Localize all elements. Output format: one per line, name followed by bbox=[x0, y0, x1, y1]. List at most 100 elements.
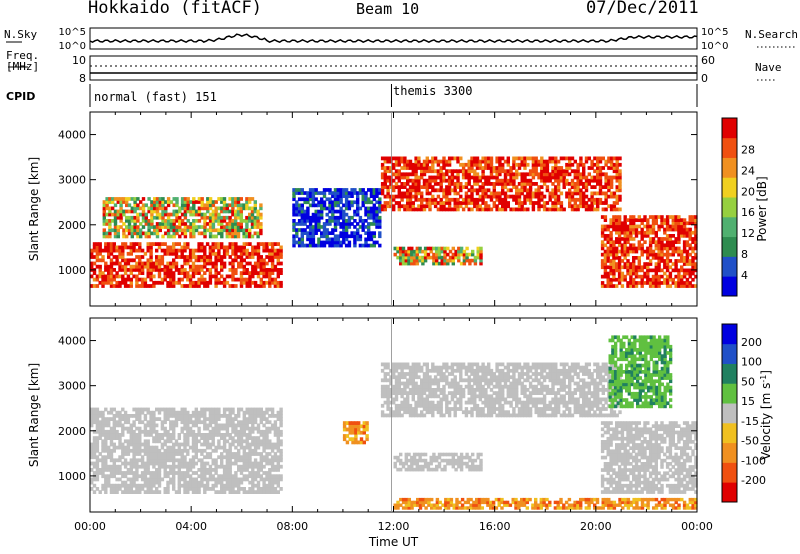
power-cell bbox=[617, 215, 622, 219]
power-cell bbox=[454, 255, 458, 260]
power-cell bbox=[180, 271, 184, 275]
power-cell bbox=[108, 209, 112, 214]
power-cell bbox=[629, 234, 633, 238]
power-cell bbox=[674, 259, 678, 263]
velocity-cell bbox=[109, 436, 114, 440]
power-cell bbox=[648, 215, 653, 219]
power-cell bbox=[344, 222, 349, 226]
power-cell bbox=[600, 230, 605, 235]
power-cell bbox=[637, 224, 641, 229]
power-cell bbox=[129, 245, 133, 250]
power-cell bbox=[188, 264, 193, 269]
power-cell bbox=[369, 188, 374, 192]
power-cell bbox=[489, 182, 494, 186]
power-cell bbox=[222, 280, 227, 285]
power-cell bbox=[268, 248, 272, 253]
power-cell bbox=[347, 191, 352, 195]
power-cell bbox=[671, 224, 675, 229]
power-cell bbox=[565, 178, 569, 183]
power-cell bbox=[442, 166, 446, 170]
power-cell bbox=[596, 197, 600, 202]
power-cell bbox=[576, 197, 580, 202]
power-cell bbox=[118, 284, 122, 288]
velocity-cell bbox=[172, 464, 176, 469]
velocity-cell bbox=[248, 471, 252, 475]
power-cell bbox=[615, 172, 619, 177]
velocity-cell bbox=[225, 420, 230, 425]
power-cell bbox=[548, 191, 552, 196]
power-cell bbox=[489, 207, 494, 212]
power-cell bbox=[389, 156, 393, 161]
power-cell bbox=[445, 159, 449, 164]
noise-right-tick-bottom: 10^0 bbox=[701, 41, 728, 52]
power-cell bbox=[200, 264, 204, 269]
power-cell bbox=[618, 175, 622, 180]
velocity-cell bbox=[155, 452, 159, 456]
velocity-cell bbox=[126, 420, 131, 425]
power-cell bbox=[596, 159, 600, 164]
power-cell bbox=[336, 219, 340, 223]
power-cell bbox=[453, 182, 457, 186]
power-cell bbox=[119, 212, 123, 217]
power-cell bbox=[663, 230, 667, 235]
power-cell bbox=[236, 203, 241, 208]
power-cell bbox=[150, 203, 154, 208]
power-cell bbox=[459, 252, 464, 257]
power-cell bbox=[537, 172, 541, 177]
velocity-cell bbox=[118, 458, 122, 463]
power-cell bbox=[265, 242, 269, 246]
power-cell bbox=[180, 245, 184, 250]
power-cell bbox=[369, 243, 374, 248]
velocity-cell bbox=[237, 480, 241, 485]
velocity-cell bbox=[279, 417, 283, 421]
velocity-cell bbox=[172, 474, 176, 479]
power-cell bbox=[694, 240, 698, 244]
power-cell bbox=[470, 162, 474, 167]
power-cell bbox=[306, 231, 310, 235]
power-cell bbox=[389, 204, 393, 209]
power-cell bbox=[459, 261, 464, 266]
power-cell bbox=[509, 207, 513, 212]
velocity-cell bbox=[222, 483, 227, 488]
power-cell bbox=[412, 249, 417, 254]
power-cell bbox=[623, 227, 627, 232]
power-cell bbox=[211, 209, 216, 214]
power-cell bbox=[350, 203, 354, 208]
power-cell bbox=[331, 228, 335, 232]
power-cell bbox=[433, 175, 438, 180]
power-cell bbox=[495, 159, 499, 164]
power-cell bbox=[431, 185, 435, 189]
power-cell bbox=[397, 159, 401, 164]
velocity-cell bbox=[186, 410, 190, 415]
power-cell bbox=[603, 274, 608, 279]
velocity-cell bbox=[265, 420, 269, 425]
power-cell bbox=[378, 219, 382, 223]
power-cell bbox=[671, 227, 675, 232]
power-cell bbox=[540, 197, 544, 202]
power-cell bbox=[609, 156, 614, 161]
velocity-cell bbox=[259, 439, 263, 444]
power-cell bbox=[237, 245, 241, 250]
power-cell bbox=[626, 227, 630, 232]
power-cell bbox=[461, 162, 466, 167]
power-cell bbox=[208, 258, 213, 263]
power-cell bbox=[119, 200, 123, 204]
velocity-cell bbox=[194, 433, 198, 437]
power-cell bbox=[417, 204, 421, 209]
velocity-cell bbox=[174, 442, 179, 447]
velocity-cell bbox=[211, 487, 215, 491]
power-cell bbox=[336, 222, 340, 226]
power-cell bbox=[646, 234, 650, 238]
power-cell bbox=[422, 182, 427, 186]
velocity-cell bbox=[169, 433, 173, 437]
power-cell bbox=[113, 203, 118, 208]
velocity-cell bbox=[152, 477, 156, 482]
velocity-cell bbox=[129, 464, 133, 469]
power-cell bbox=[520, 182, 524, 186]
power-cell bbox=[389, 178, 393, 183]
power-cell bbox=[668, 274, 673, 279]
velocity-cell bbox=[245, 464, 249, 469]
power-cell bbox=[107, 271, 111, 275]
velocity-cell bbox=[422, 407, 427, 411]
power-cell bbox=[688, 268, 692, 273]
